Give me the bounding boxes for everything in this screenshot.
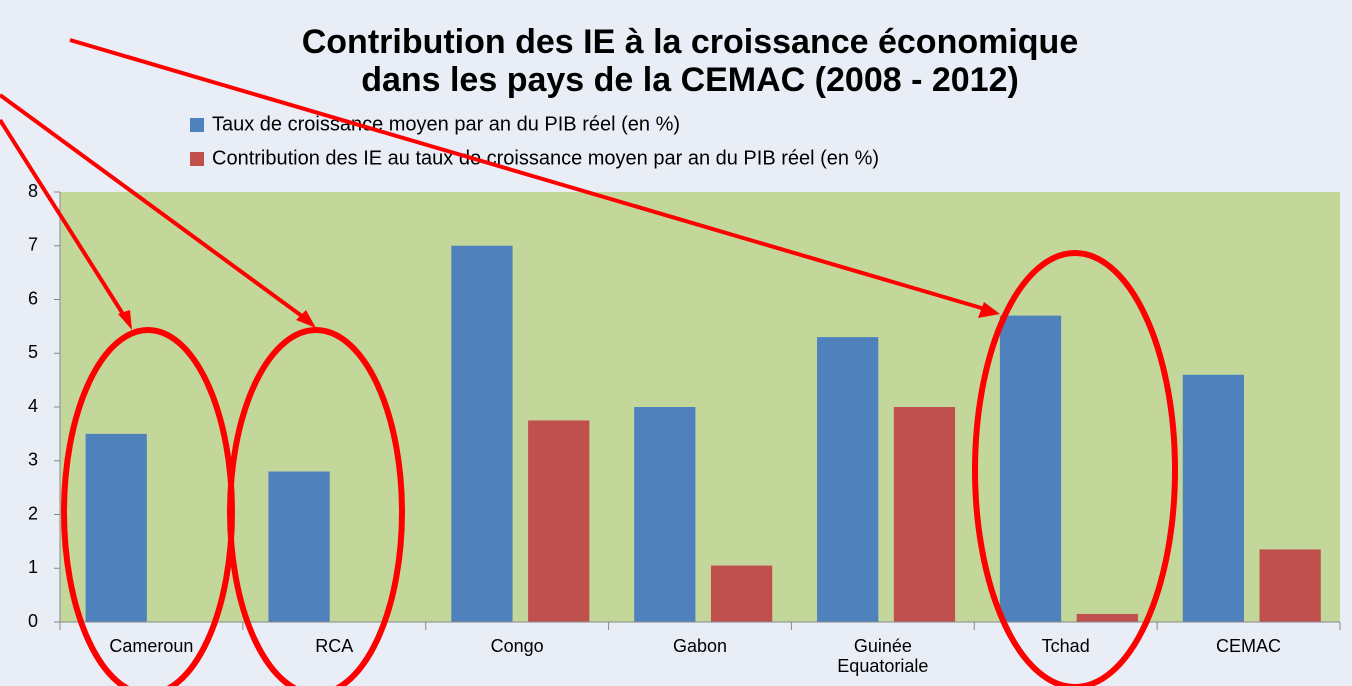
y-tick-label: 3	[28, 450, 38, 470]
x-tick-label: Gabon	[672, 636, 728, 656]
bar	[817, 337, 879, 622]
bar	[528, 420, 590, 622]
x-tick-label: RCA	[315, 636, 354, 656]
y-tick-label: 5	[28, 342, 38, 362]
legend-swatch	[190, 118, 204, 132]
y-tick-label: 6	[28, 288, 38, 308]
bar	[1259, 549, 1321, 622]
x-tick-label: Tchad	[1041, 636, 1090, 656]
legend-label: Taux de croissance moyen par an du PIB r…	[212, 113, 680, 135]
chart-title: Contribution des IE à la croissance écon…	[302, 23, 1079, 61]
bar	[1182, 374, 1244, 622]
bar	[710, 565, 773, 622]
legend-swatch	[190, 152, 204, 166]
chart-title: dans les pays de la CEMAC (2008 - 2012)	[361, 61, 1019, 99]
y-tick-label: 1	[28, 557, 38, 577]
bar	[85, 433, 147, 622]
x-tick-label: CEMAC	[1216, 636, 1282, 656]
y-tick-label: 7	[28, 235, 38, 255]
x-tick-label: Congo	[490, 636, 544, 656]
y-tick-label: 8	[28, 181, 38, 201]
bar	[1076, 613, 1138, 622]
bar	[451, 245, 513, 622]
bar	[893, 407, 956, 622]
legend-label: Contribution des IE au taux de croissanc…	[212, 147, 879, 169]
y-tick-label: 4	[28, 396, 38, 416]
y-tick-label: 0	[28, 611, 38, 631]
plot-area	[60, 192, 1340, 622]
x-tick-label: Cameroun	[109, 636, 194, 656]
bar	[268, 471, 330, 622]
x-tick-label: Guinée Equatoriale	[837, 636, 929, 676]
y-tick-label: 2	[28, 503, 38, 523]
bar	[634, 407, 696, 622]
bar	[999, 315, 1062, 622]
